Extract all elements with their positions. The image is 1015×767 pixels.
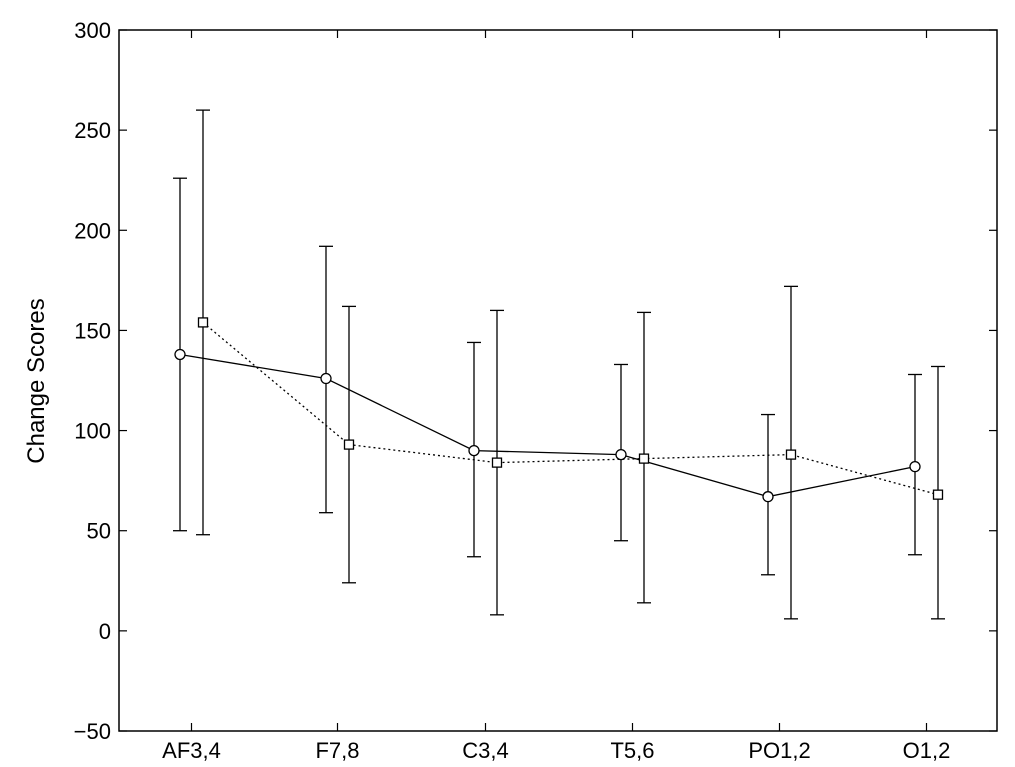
y-tick-label: 0 [99,619,111,644]
data-point [343,439,355,450]
data-point [909,460,921,473]
data-point [174,348,186,361]
data-point [638,453,650,464]
y-axis: −50 0 50 100 150 200 250 300 [74,18,997,744]
y-tick-label: −50 [74,719,111,744]
y-tick-label: 200 [74,218,111,243]
data-point [320,372,332,385]
y-tick-label: 300 [74,18,111,43]
x-tick-label: C3,4 [462,738,508,763]
data-point [932,489,944,500]
data-point [762,491,774,503]
data-point [468,444,480,457]
data-point [615,448,627,461]
x-axis: AF3,4 F7,8 C3,4 T5,6 PO1,2 O1,2 [162,30,950,763]
y-tick-label: 100 [74,419,111,444]
y-tick-label: 50 [87,519,111,544]
y-tick-label: 150 [74,318,111,343]
data-point [197,317,209,328]
y-axis-title: Change Scores [23,298,50,463]
x-tick-label: PO1,2 [748,738,810,763]
x-tick-label: AF3,4 [162,738,221,763]
series-2 [196,109,945,620]
x-tick-label: F7,8 [315,738,359,763]
y-tick-label: 250 [74,118,111,143]
plot-frame [118,29,998,732]
plot-marks [173,109,945,620]
data-point [491,457,503,468]
x-tick-label: T5,6 [610,738,654,763]
data-point [785,449,797,460]
x-tick-label: O1,2 [903,738,951,763]
series-1 [173,177,922,576]
series-line [179,353,916,498]
